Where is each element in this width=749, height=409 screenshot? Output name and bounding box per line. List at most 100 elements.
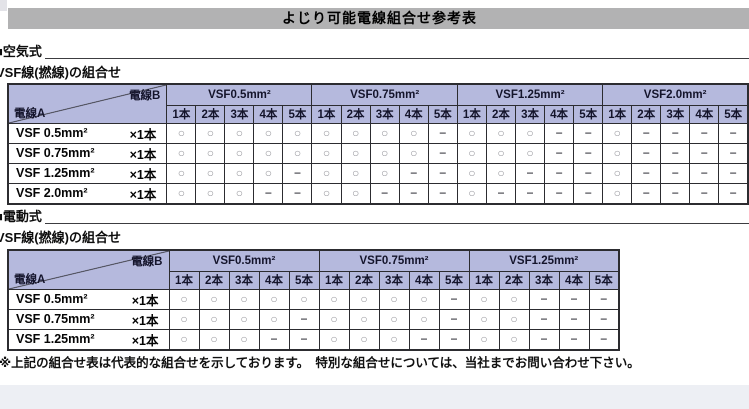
table-header-group-row: 電線B 電線A VSF0.5mm² VSF0.75mm² VSF1.25mm²	[7, 249, 620, 290]
wire-a-label: 電線A	[14, 273, 46, 286]
combination-cell: −	[544, 182, 575, 204]
combination-cell: −	[631, 162, 662, 184]
table-row: VSF 2.0mm² ×1本 ○ ○ ○ − − ○ ○ − − − ○ − − − − ○ − − − −	[7, 182, 749, 204]
combination-cell: −	[528, 288, 560, 310]
row-header: VSF 0.75mm² ×1本	[9, 144, 166, 162]
combination-cell: −	[514, 162, 546, 184]
count-header: 3本	[224, 104, 255, 124]
table-row: VSF 0.75mm² ×1本 ○ ○ ○ ○ ○ ○ ○ ○ ○ − ○ ○ ○ − − ○ − − − −	[7, 142, 749, 164]
count-header: 2本	[198, 270, 230, 290]
combination-cell: ○	[456, 122, 487, 144]
combination-cell: ○	[602, 162, 633, 184]
column-group-header: VSF0.5mm²	[168, 249, 320, 272]
count-header: 4本	[689, 104, 720, 124]
combination-cell: ○	[514, 142, 546, 164]
combination-cell: ○	[485, 122, 517, 144]
combination-cell: ○	[258, 308, 290, 330]
count-header: 5本	[438, 270, 470, 290]
combination-cell: −	[689, 142, 720, 164]
combination-cell: ○	[369, 142, 400, 164]
wire-a-size-label: VSF 0.5mm²	[16, 126, 88, 140]
combination-cell: ○	[348, 288, 380, 310]
count-header: 1本	[318, 270, 350, 290]
page-title: よじり可能電線組合せ参考表	[8, 8, 749, 29]
column-group-header: VSF2.0mm²	[602, 83, 749, 106]
combination-cell: ○	[253, 122, 284, 144]
combination-cell: ○	[485, 162, 517, 184]
combination-cell: ○	[228, 288, 260, 310]
table-header-count-row: 1本 2本 3本 4本 5本 1本 2本 3本 4本 5本 1本 2本 3本 4本 5本 1本 2本 3本 4本 5本	[8, 104, 749, 124]
air-type-combination-table: 電線B 電線A VSF0.5mm² VSF0.75mm² VSF1.25mm² VSF2.…	[7, 83, 749, 205]
combination-cell: −	[718, 182, 749, 204]
combination-cell: ○	[378, 288, 410, 310]
combination-cell: ○	[258, 288, 290, 310]
wire-a-size-label: VSF 2.0mm²	[16, 186, 88, 200]
combination-cell: ○	[198, 288, 230, 310]
combination-cell: ○	[514, 122, 546, 144]
combination-cell: −	[398, 162, 429, 184]
combination-cell: −	[573, 182, 604, 204]
count-header: 4本	[258, 270, 290, 290]
combination-cell: ○	[602, 182, 633, 204]
combination-cell: ○	[195, 122, 226, 144]
wire-a-qty-label: ×1本	[131, 313, 159, 328]
row-header-cell: VSF 1.25mm² ×1本	[7, 328, 170, 350]
table-subtitle-electric: VSF線(撚線)の組合せ	[0, 230, 121, 245]
combination-cell: ○	[348, 328, 380, 350]
combination-cell: −	[631, 122, 662, 144]
row-header-cell: VSF 2.0mm² ×1本	[7, 182, 168, 204]
combination-cell: ○	[224, 122, 255, 144]
combination-cell: −	[408, 328, 440, 350]
combination-cell: ○	[198, 328, 230, 350]
count-header: 5本	[573, 104, 604, 124]
combination-cell: −	[588, 308, 620, 330]
combination-cell: ○	[311, 162, 342, 184]
combination-cell: ○	[318, 308, 350, 330]
count-header: 3本	[378, 270, 410, 290]
section-head-air: ■空気式	[0, 44, 749, 60]
column-group-header: VSF1.25mm²	[468, 249, 620, 272]
combination-cell: ○	[282, 122, 313, 144]
combination-cell: −	[689, 162, 720, 184]
count-header: 2本	[498, 270, 530, 290]
wire-a-size-label: VSF 1.25mm²	[16, 332, 95, 346]
count-header: 4本	[544, 104, 575, 124]
count-header: 2本	[485, 104, 517, 124]
column-group-header: VSF1.25mm²	[456, 83, 604, 106]
table-header-group-row: 電線B 電線A VSF0.5mm² VSF0.75mm² VSF1.25mm² VSF2.…	[7, 83, 749, 124]
combination-cell: −	[528, 328, 560, 350]
combination-cell: −	[689, 182, 720, 204]
count-header: 1本	[468, 270, 500, 290]
combination-cell: ○	[228, 328, 260, 350]
count-header: 4本	[408, 270, 440, 290]
combination-cell: ○	[369, 162, 400, 184]
table-row: VSF 0.5mm² ×1本 ○ ○ ○ ○ ○ ○ ○ ○ ○ − ○ ○ − − −	[7, 288, 620, 310]
combination-cell: ○	[318, 288, 350, 310]
count-header: 5本	[588, 270, 620, 290]
combination-cell: −	[573, 122, 604, 144]
table-header-count-row: 1本 2本 3本 4本 5本 1本 2本 3本 4本 5本 1本 2本 3本 4本 5本	[8, 270, 620, 290]
combination-cell: ○	[195, 142, 226, 164]
count-header: 5本	[282, 104, 313, 124]
combination-cell: −	[689, 122, 720, 144]
wire-a-size-label: VSF 0.75mm²	[16, 146, 95, 160]
combination-cell: −	[558, 288, 590, 310]
axis-header-cell: 電線B 電線A	[7, 249, 170, 290]
combination-cell: ○	[311, 182, 342, 204]
combination-cell: −	[631, 182, 662, 204]
count-header: 2本	[195, 104, 226, 124]
combination-cell: ○	[456, 162, 487, 184]
combination-cell: ○	[168, 328, 200, 350]
combination-cell: −	[718, 122, 749, 144]
row-header: VSF 0.75mm² ×1本	[9, 310, 168, 328]
combination-cell: ○	[195, 182, 226, 204]
electric-type-combination-table: 電線B 電線A VSF0.5mm² VSF0.75mm² VSF1.25mm² 1本 2本 3…	[7, 249, 620, 351]
row-header: VSF 1.25mm² ×1本	[9, 164, 166, 182]
row-header-cell: VSF 0.5mm² ×1本	[7, 288, 170, 310]
combination-cell: ○	[340, 182, 371, 204]
section-title-air: ■空気式	[0, 44, 42, 59]
combination-cell: −	[660, 182, 691, 204]
wire-a-size-label: VSF 0.5mm²	[16, 292, 88, 306]
section-rule	[44, 58, 749, 59]
combination-cell: ○	[468, 308, 500, 330]
